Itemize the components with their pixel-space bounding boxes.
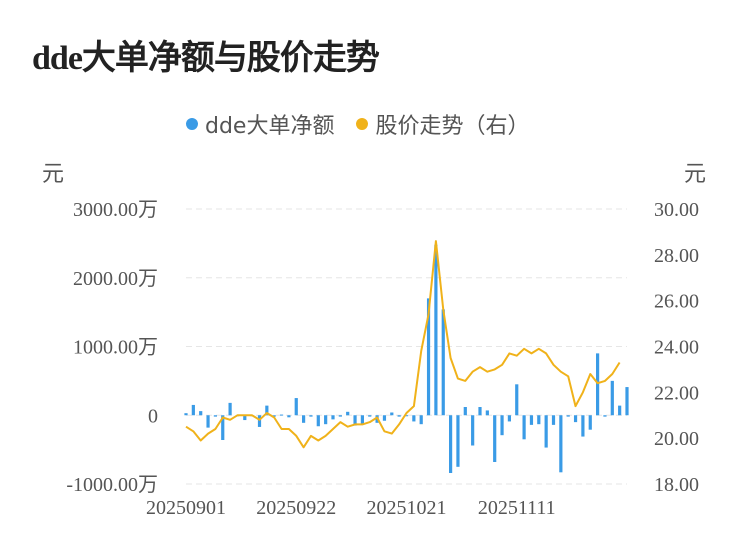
bar (500, 415, 504, 436)
bar (596, 353, 600, 416)
x-tick-label: 20250901 (146, 497, 226, 519)
bar (566, 415, 570, 417)
bar (463, 407, 467, 416)
bar (309, 415, 313, 417)
y-left-tick-label: 1000.00万 (73, 337, 158, 359)
legend-marker-dde (186, 118, 198, 130)
bar (559, 415, 563, 473)
bar (390, 412, 394, 416)
y-left-tick-label: 2000.00万 (73, 268, 158, 290)
bar (404, 415, 409, 417)
bar (294, 398, 298, 416)
bar (302, 415, 306, 423)
y-right-tick-label: 24.00 (654, 337, 699, 359)
bar (485, 410, 489, 416)
bar (419, 415, 423, 425)
bar (360, 415, 364, 425)
legend: dde大单净额 股价走势（右） (186, 108, 551, 140)
y-right-tick-label: 22.00 (654, 382, 699, 404)
legend-item-dde[interactable]: dde大单净额 (186, 108, 334, 140)
bar (382, 415, 387, 421)
bar (610, 380, 614, 416)
bar (412, 415, 416, 422)
bar (456, 415, 460, 467)
y-right-tick-label: 20.00 (654, 428, 699, 450)
bar (397, 415, 401, 417)
y-left-tick-label: 3000.00万 (73, 199, 158, 221)
bar (551, 415, 556, 425)
bar (603, 415, 607, 417)
y-right-tick-label: 18.00 (654, 474, 699, 496)
bar (441, 309, 445, 416)
bar (265, 405, 269, 416)
bar (206, 415, 210, 428)
y-left-tick-label: -1000.00万 (66, 474, 158, 496)
y-right-tick-label: 26.00 (654, 291, 699, 313)
bar (243, 415, 247, 421)
bar (493, 415, 497, 462)
bar (581, 415, 585, 437)
bar (625, 387, 629, 416)
bar (346, 411, 350, 416)
bar (353, 415, 357, 426)
legend-label-price: 股价走势（右） (375, 114, 530, 139)
left-axis-unit: 元 (42, 162, 65, 187)
y-left-tick-label: 0 (148, 405, 158, 427)
bar (544, 415, 548, 448)
bar (228, 402, 232, 416)
legend-marker-price (356, 118, 369, 130)
x-tick-label: 20251111 (478, 497, 556, 519)
bar (184, 413, 188, 416)
bar (279, 414, 284, 416)
bar (199, 411, 203, 416)
bar (426, 298, 431, 416)
bar (324, 415, 328, 425)
bar (507, 415, 511, 422)
bar (529, 415, 534, 425)
bar (434, 244, 438, 416)
bar (478, 407, 482, 416)
bar (287, 415, 291, 418)
bar (338, 415, 342, 417)
bar (213, 415, 217, 417)
y-right-tick-label: 28.00 (654, 245, 699, 267)
y-right-tick-label: 30.00 (654, 199, 699, 221)
x-tick-label: 20251021 (367, 497, 447, 519)
chart-title: dde大单净额与股价走势 (32, 40, 380, 77)
bar (471, 415, 475, 446)
bar (588, 415, 592, 430)
bar (515, 384, 519, 416)
legend-label-dde: dde大单净额 (205, 114, 335, 139)
bar (272, 415, 276, 417)
bar (316, 415, 320, 427)
right-axis-unit: 元 (684, 162, 707, 187)
bar (537, 415, 541, 425)
x-tick-label: 20250922 (256, 497, 336, 519)
bar (257, 415, 262, 427)
bar (522, 415, 526, 440)
bar (573, 415, 578, 423)
bar (368, 415, 372, 417)
bar (331, 415, 335, 420)
price-line (185, 240, 621, 449)
bar (449, 415, 453, 473)
bar (191, 404, 195, 416)
bar (221, 415, 225, 440)
bar (618, 405, 622, 416)
legend-item-price[interactable]: 股价走势（右） (356, 108, 529, 140)
